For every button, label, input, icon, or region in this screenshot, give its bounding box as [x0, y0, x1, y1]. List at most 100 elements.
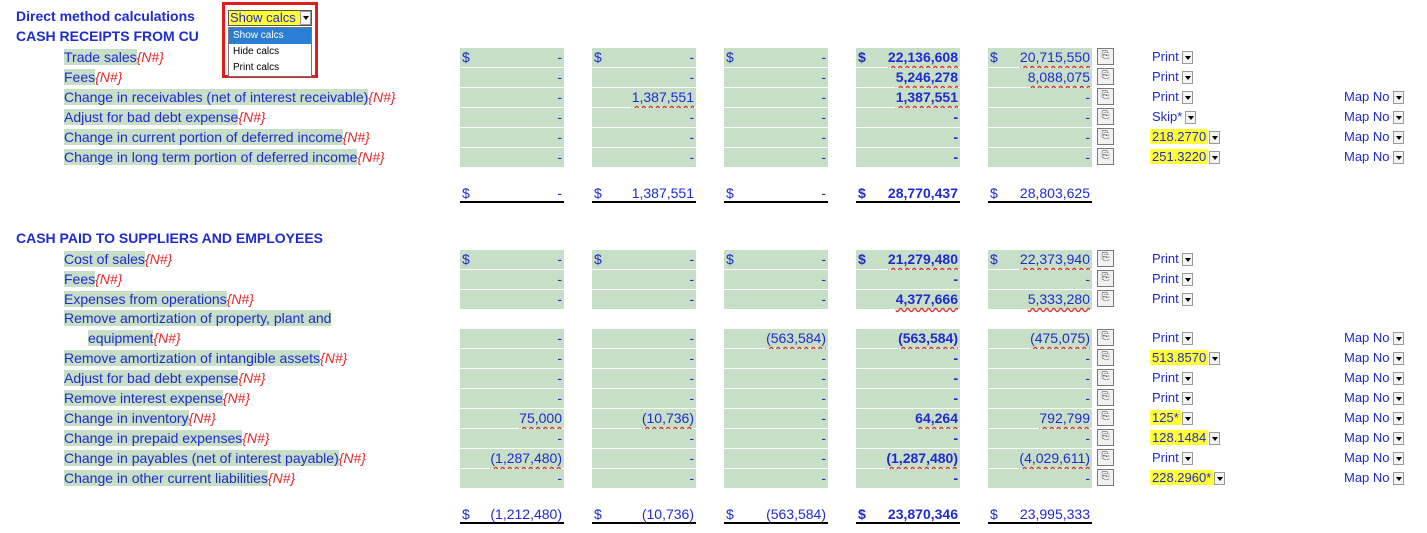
- value-cell[interactable]: -: [460, 389, 564, 408]
- chevron-down-icon[interactable]: [1392, 131, 1404, 145]
- value-cell[interactable]: -: [856, 128, 960, 147]
- calculator-icon[interactable]: ⎘: [1097, 68, 1114, 85]
- value-cell[interactable]: -: [592, 369, 696, 388]
- chevron-down-icon[interactable]: [1392, 432, 1404, 446]
- value-cell[interactable]: -: [460, 290, 564, 309]
- map-dropdown[interactable]: Map No: [1342, 350, 1404, 366]
- status-dropdown[interactable]: 513.8570: [1150, 350, 1221, 366]
- status-dropdown[interactable]: Print: [1150, 69, 1193, 85]
- map-dropdown[interactable]: Map No: [1342, 109, 1404, 125]
- value-cell[interactable]: -: [460, 469, 564, 488]
- chevron-down-icon[interactable]: [1392, 472, 1404, 486]
- calculator-icon[interactable]: ⎘: [1097, 329, 1114, 346]
- chevron-down-icon[interactable]: [1185, 111, 1197, 125]
- value-cell[interactable]: $ -: [724, 48, 828, 67]
- value-cell[interactable]: -: [724, 349, 828, 368]
- map-dropdown[interactable]: Map No: [1342, 129, 1404, 145]
- value-cell[interactable]: -: [460, 68, 564, 87]
- calculator-icon[interactable]: ⎘: [1097, 108, 1114, 125]
- value-cell[interactable]: -: [592, 429, 696, 448]
- calcs-dropdown-selected[interactable]: Show calcs: [228, 10, 312, 26]
- value-cell[interactable]: -: [592, 329, 696, 348]
- value-cell[interactable]: -: [724, 369, 828, 388]
- chevron-down-icon[interactable]: [1181, 91, 1193, 105]
- value-cell[interactable]: (475,075): [988, 329, 1092, 348]
- value-cell[interactable]: -: [724, 148, 828, 167]
- map-dropdown[interactable]: Map No: [1342, 430, 1404, 446]
- value-cell[interactable]: -: [460, 128, 564, 147]
- value-cell[interactable]: -: [592, 148, 696, 167]
- value-cell[interactable]: -: [724, 68, 828, 87]
- value-cell[interactable]: -: [856, 148, 960, 167]
- status-dropdown[interactable]: Skip*: [1150, 109, 1197, 125]
- option-print-calcs[interactable]: Print calcs: [233, 62, 280, 73]
- value-cell[interactable]: -: [592, 270, 696, 289]
- chevron-down-icon[interactable]: [1392, 452, 1404, 466]
- option-show-calcs[interactable]: Show calcs: [229, 28, 311, 44]
- chevron-down-icon[interactable]: [1181, 452, 1193, 466]
- map-dropdown[interactable]: Map No: [1342, 390, 1404, 406]
- chevron-down-icon[interactable]: [1392, 111, 1404, 125]
- status-dropdown[interactable]: Print: [1150, 291, 1193, 307]
- map-dropdown[interactable]: Map No: [1342, 450, 1404, 466]
- value-cell[interactable]: (563,584): [856, 329, 960, 348]
- calculator-icon[interactable]: ⎘: [1097, 128, 1114, 145]
- chevron-down-icon[interactable]: [1392, 352, 1404, 366]
- value-cell[interactable]: (10,736): [592, 409, 696, 428]
- chevron-down-icon[interactable]: [1181, 273, 1193, 287]
- value-cell[interactable]: -: [856, 270, 960, 289]
- status-dropdown[interactable]: Print: [1150, 390, 1193, 406]
- value-cell[interactable]: -: [988, 369, 1092, 388]
- status-dropdown[interactable]: 251.3220: [1150, 149, 1221, 165]
- value-cell[interactable]: -: [988, 88, 1092, 107]
- value-cell[interactable]: -: [988, 469, 1092, 488]
- value-cell[interactable]: -: [592, 389, 696, 408]
- calculator-icon[interactable]: ⎘: [1097, 250, 1114, 267]
- calculator-icon[interactable]: ⎘: [1097, 369, 1114, 386]
- chevron-down-icon[interactable]: [1181, 372, 1193, 386]
- calculator-icon[interactable]: ⎘: [1097, 349, 1114, 366]
- value-cell[interactable]: $20,715,550: [988, 48, 1092, 67]
- value-cell[interactable]: -: [724, 290, 828, 309]
- status-dropdown[interactable]: Print: [1150, 370, 1193, 386]
- value-cell[interactable]: -: [988, 148, 1092, 167]
- map-dropdown[interactable]: Map No: [1342, 410, 1404, 426]
- map-dropdown[interactable]: Map No: [1342, 470, 1404, 486]
- status-dropdown[interactable]: 218.2770: [1150, 129, 1221, 145]
- value-cell[interactable]: 8,088,075: [988, 68, 1092, 87]
- calculator-icon[interactable]: ⎘: [1097, 409, 1114, 426]
- value-cell[interactable]: -: [856, 349, 960, 368]
- calculator-icon[interactable]: ⎘: [1097, 290, 1114, 307]
- value-cell[interactable]: -: [592, 349, 696, 368]
- chevron-down-icon[interactable]: [1209, 432, 1221, 446]
- map-dropdown[interactable]: Map No: [1342, 330, 1404, 346]
- status-dropdown[interactable]: 228.2960*: [1150, 470, 1226, 486]
- value-cell[interactable]: -: [724, 88, 828, 107]
- map-dropdown[interactable]: Map No: [1342, 149, 1404, 165]
- value-cell[interactable]: -: [856, 108, 960, 127]
- value-cell[interactable]: 5,246,278: [856, 68, 960, 87]
- value-cell[interactable]: -: [988, 108, 1092, 127]
- value-cell[interactable]: -: [592, 128, 696, 147]
- chevron-down-icon[interactable]: [1214, 472, 1226, 486]
- chevron-down-icon[interactable]: [1392, 332, 1404, 346]
- calculator-icon[interactable]: ⎘: [1097, 88, 1114, 105]
- value-cell[interactable]: -: [724, 469, 828, 488]
- calcs-dropdown[interactable]: Show calcs Show calcs Hide calcs Print c…: [222, 2, 318, 78]
- value-cell[interactable]: (563,584): [724, 329, 828, 348]
- value-cell[interactable]: (1,287,480): [460, 449, 564, 468]
- value-cell[interactable]: -: [856, 469, 960, 488]
- value-cell[interactable]: (1,287,480): [856, 449, 960, 468]
- map-dropdown[interactable]: Map No: [1342, 370, 1404, 386]
- value-cell[interactable]: -: [460, 108, 564, 127]
- chevron-down-icon[interactable]: [1392, 392, 1404, 406]
- value-cell[interactable]: -: [460, 270, 564, 289]
- value-cell[interactable]: -: [592, 68, 696, 87]
- calculator-icon[interactable]: ⎘: [1097, 449, 1114, 466]
- value-cell[interactable]: -: [592, 449, 696, 468]
- value-cell[interactable]: $ -: [592, 48, 696, 67]
- chevron-down-icon[interactable]: [1392, 372, 1404, 386]
- chevron-down-icon[interactable]: [1181, 332, 1193, 346]
- chevron-down-icon[interactable]: [1181, 71, 1193, 85]
- value-cell[interactable]: -: [988, 270, 1092, 289]
